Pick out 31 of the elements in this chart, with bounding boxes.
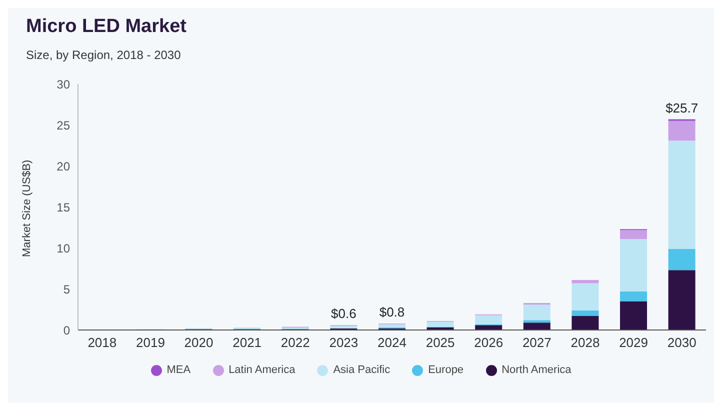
y-tick-label: 25 (56, 118, 70, 132)
y-tick-label: 15 (56, 200, 70, 214)
chart-subtitle: Size, by Region, 2018 - 2030 (26, 48, 181, 62)
x-tick-label: 2019 (136, 335, 165, 350)
total-label: $0.8 (379, 304, 405, 320)
y-tick-label: 0 (63, 323, 70, 338)
legend-label: MEA (166, 364, 191, 376)
total-label: $25.7 (666, 100, 698, 116)
x-tick-label: 2030 (667, 335, 696, 350)
y-axis-title: Market Size (US$B) (20, 160, 33, 257)
x-tick-label: 2021 (232, 335, 262, 350)
y-tick-label: 10 (56, 241, 70, 256)
legend-label: Latin America (228, 364, 296, 376)
legend-label: North America (502, 364, 572, 376)
x-tick-label: 2020 (184, 335, 214, 350)
y-tick-label: 5 (63, 282, 70, 296)
x-tick-label: 2026 (474, 335, 504, 350)
x-tick-label: 2018 (88, 335, 117, 350)
y-tick-label: 20 (56, 159, 70, 174)
x-tick-label: 2024 (378, 335, 406, 350)
x-tick-label: 2023 (329, 335, 358, 350)
x-tick-label: 2025 (426, 335, 455, 350)
legend-label: Asia Pacific (333, 364, 390, 376)
x-tick-label: 2028 (570, 335, 600, 350)
x-tick-label: 2027 (522, 335, 552, 350)
y-tick-label: 30 (56, 77, 70, 92)
x-tick-label: 2029 (619, 335, 648, 350)
legend-label: Europe (428, 364, 464, 376)
total-label: $0.6 (331, 306, 356, 322)
chart-title: Micro LED Market (26, 16, 186, 38)
x-tick-label: 2022 (280, 335, 310, 350)
